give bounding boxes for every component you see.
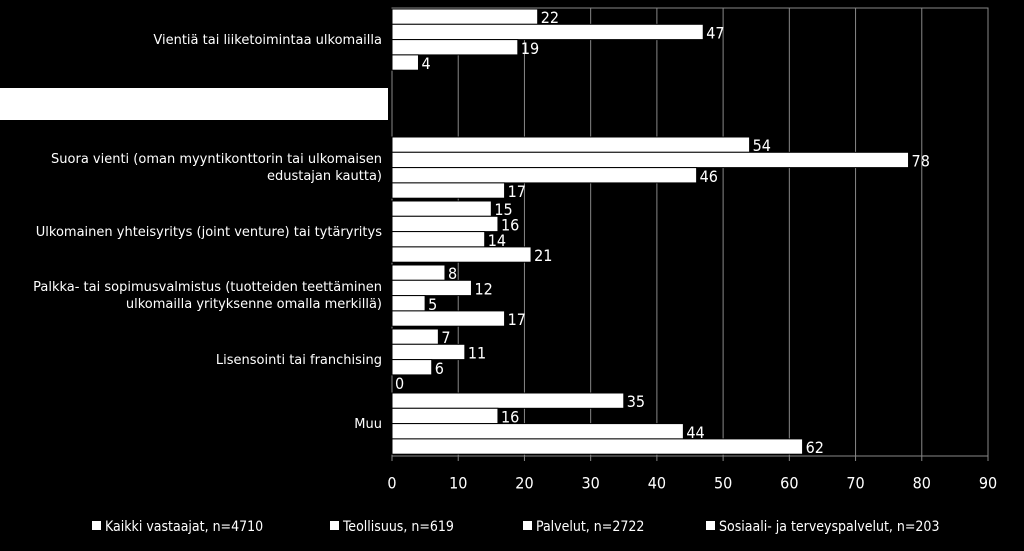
bar [391, 328, 439, 345]
bar [391, 151, 910, 169]
x-tick-label: 30 [582, 474, 600, 493]
bar [391, 182, 506, 199]
data-label: 22 [541, 8, 559, 27]
bar [391, 392, 625, 409]
x-tick-label: 90 [979, 474, 997, 493]
x-tick-label: 60 [780, 474, 798, 493]
bar [391, 231, 486, 248]
x-tick-label: 80 [913, 474, 931, 493]
x-tick-label: 70 [846, 474, 864, 493]
data-label: 0 [395, 374, 404, 393]
bar [391, 438, 804, 455]
legend-label: Sosiaali- ja terveyspalvelut, n=203 [719, 519, 939, 535]
bar [391, 407, 499, 425]
x-tick-label: 10 [449, 474, 467, 493]
y-tick-label: Lisensointi tai franchising [215, 352, 382, 368]
bar [391, 54, 419, 71]
bar [391, 39, 519, 56]
bar [391, 279, 472, 297]
legend-marker [330, 521, 339, 530]
x-tick-label: 0 [387, 474, 396, 493]
y-tick-label: Suora vienti (oman myyntikonttorin tai u… [51, 152, 382, 184]
bar [391, 343, 466, 361]
legend-label: Palvelut, n=2722 [536, 519, 644, 535]
legend-label: Teollisuus, n=619 [342, 519, 454, 535]
bar [391, 23, 704, 41]
data-label: 78 [912, 151, 930, 170]
data-label: 54 [753, 136, 771, 155]
data-label: 21 [534, 246, 552, 265]
x-tick-label: 20 [515, 474, 533, 493]
data-label: 46 [700, 167, 718, 186]
y-tick-label: Vientiä tai liiketoimintaa ulkomailla [153, 32, 382, 48]
data-label: 7 [441, 328, 450, 347]
data-label: 19 [521, 39, 539, 58]
legend-marker [523, 521, 532, 530]
data-label: 16 [501, 407, 519, 426]
data-label: 12 [474, 279, 492, 298]
bar [391, 8, 539, 25]
blank-label-box [0, 88, 388, 120]
legend-marker [92, 521, 101, 530]
bar [391, 295, 426, 312]
legend-marker [706, 521, 715, 530]
data-label: 5 [428, 295, 437, 314]
data-label: 11 [468, 343, 486, 362]
data-label: 8 [448, 264, 457, 283]
bar [391, 136, 751, 153]
data-label: 14 [488, 231, 506, 250]
data-label: 16 [501, 215, 519, 234]
data-label: 35 [627, 392, 645, 411]
bar [391, 423, 684, 440]
data-label: 47 [706, 23, 724, 42]
bar [391, 215, 499, 233]
y-tick-label: Palkka- tai sopimusvalmistus (tuotteiden… [33, 280, 382, 312]
data-label: 17 [508, 310, 526, 329]
x-tick-label: 40 [648, 474, 666, 493]
data-label: 15 [494, 200, 512, 219]
bar [391, 264, 446, 281]
data-label: 44 [686, 423, 704, 442]
bar [391, 310, 506, 327]
data-label: 17 [508, 182, 526, 201]
y-tick-label: Ulkomainen yhteisyritys (joint venture) … [35, 224, 382, 240]
bar [391, 359, 433, 376]
bar [391, 167, 698, 184]
data-label: 6 [435, 359, 444, 378]
bar [391, 200, 492, 217]
bar [391, 246, 532, 263]
y-tick-label: Muu [354, 416, 382, 432]
data-label: 4 [421, 54, 430, 73]
legend-label: Kaikki vastaajat, n=4710 [105, 519, 263, 535]
data-label: 62 [806, 438, 824, 457]
x-tick-label: 50 [714, 474, 732, 493]
